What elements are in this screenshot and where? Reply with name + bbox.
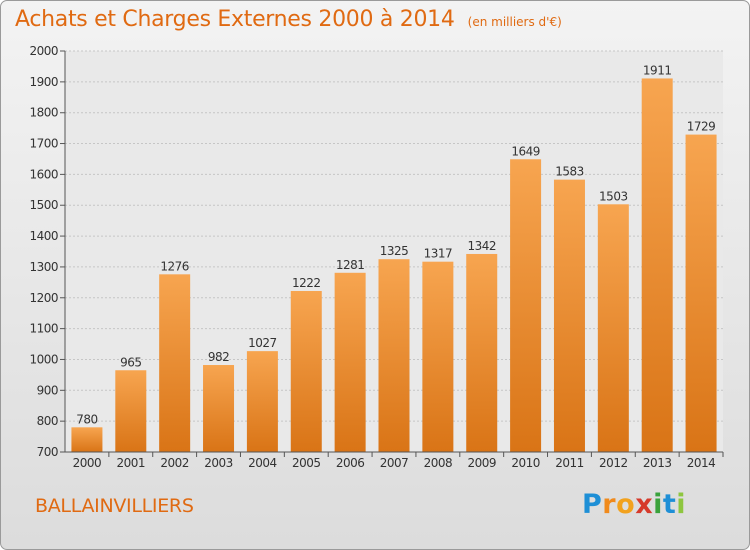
bar-value-label: 1649 xyxy=(511,144,540,158)
bar-value-label: 1325 xyxy=(380,244,409,258)
x-tick-label: 2006 xyxy=(336,456,365,470)
bar xyxy=(71,427,103,452)
x-tick-label: 2012 xyxy=(599,456,628,470)
bar-value-label: 1027 xyxy=(248,336,277,350)
bar-value-label: 1222 xyxy=(292,276,321,290)
bar-value-label: 780 xyxy=(76,412,97,426)
y-tick-label: 1800 xyxy=(29,106,58,120)
x-tick-label: 2001 xyxy=(117,456,146,470)
y-tick-label: 1500 xyxy=(29,198,58,212)
bar xyxy=(685,134,717,452)
proxiti-logo: Proxiti xyxy=(582,489,686,520)
bar-value-label: 1342 xyxy=(467,239,496,253)
x-tick-label: 2013 xyxy=(643,456,672,470)
x-tick-label: 2003 xyxy=(204,456,233,470)
bar xyxy=(159,274,191,452)
x-tick-label: 2000 xyxy=(73,456,102,470)
y-tick-label: 1900 xyxy=(29,75,58,89)
logo-letter: o xyxy=(616,489,636,520)
bar-value-label: 982 xyxy=(208,350,229,364)
logo-letter: i xyxy=(676,489,687,520)
bar xyxy=(334,272,366,452)
x-tick-label: 2014 xyxy=(687,456,716,470)
bar-value-label: 1729 xyxy=(687,120,716,134)
y-tick-label: 1400 xyxy=(29,229,58,243)
bar xyxy=(510,159,542,452)
x-tick-label: 2004 xyxy=(248,456,277,470)
bar xyxy=(641,78,673,453)
x-tick-label: 2009 xyxy=(467,456,496,470)
bar xyxy=(553,179,585,452)
x-tick-label: 2002 xyxy=(160,456,189,470)
x-tick-label: 2007 xyxy=(380,456,409,470)
y-tick-label: 1700 xyxy=(29,137,58,151)
bar xyxy=(422,261,454,452)
bar xyxy=(597,204,629,452)
logo-letter: r xyxy=(602,489,617,520)
bar xyxy=(203,365,235,452)
x-tick-label: 2005 xyxy=(292,456,321,470)
bar-value-label: 1317 xyxy=(424,247,453,261)
x-tick-label: 2011 xyxy=(555,456,584,470)
bar xyxy=(246,351,278,452)
y-tick-label: 1100 xyxy=(29,322,58,336)
logo-letter: i xyxy=(653,489,663,520)
bar xyxy=(378,259,410,452)
y-tick-label: 1200 xyxy=(29,291,58,305)
commune-name: BALLAINVILLIERS xyxy=(35,495,194,517)
y-tick-label: 2000 xyxy=(29,44,58,58)
bar xyxy=(115,370,147,452)
chart-title-text: Achats et Charges Externes 2000 à 2014 xyxy=(15,7,455,32)
bar-value-label: 965 xyxy=(120,355,141,369)
y-tick-label: 700 xyxy=(37,445,58,459)
bar-value-label: 1276 xyxy=(160,259,189,273)
logo-letter: x xyxy=(635,489,654,520)
chart-title: Achats et Charges Externes 2000 à 2014 (… xyxy=(15,7,562,32)
bar-value-label: 1583 xyxy=(555,165,584,179)
y-tick-label: 900 xyxy=(37,383,58,397)
bar xyxy=(466,253,498,452)
logo-letter: t xyxy=(662,489,677,520)
y-tick-label: 1300 xyxy=(29,260,58,274)
logo-letter: P xyxy=(582,489,603,520)
chart-unit: (en milliers d'€) xyxy=(467,15,562,29)
bar-value-label: 1503 xyxy=(599,189,628,203)
bar-value-label: 1911 xyxy=(643,63,672,77)
y-tick-label: 800 xyxy=(37,414,58,428)
x-tick-label: 2008 xyxy=(424,456,453,470)
bar xyxy=(290,290,322,452)
y-tick-label: 1600 xyxy=(29,167,58,181)
bar-value-label: 1281 xyxy=(336,258,365,272)
y-tick-label: 1000 xyxy=(29,352,58,366)
x-tick-label: 2010 xyxy=(511,456,540,470)
